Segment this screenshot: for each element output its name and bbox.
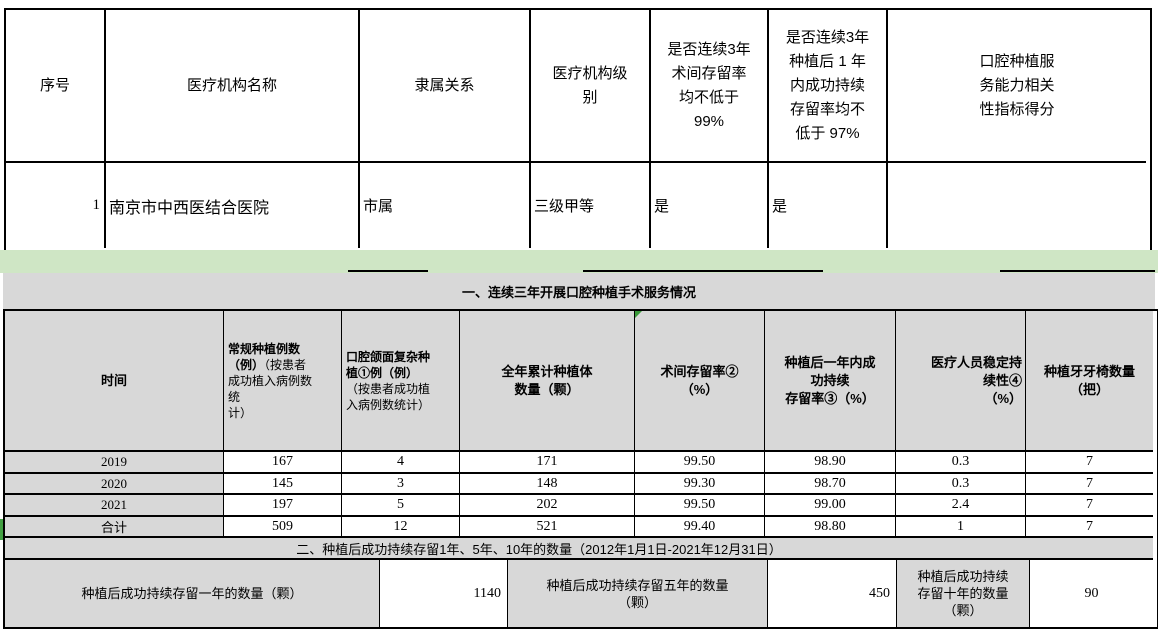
svc-cell-success[interactable]: 98.90 xyxy=(765,452,896,474)
institution-table: 序号 医疗机构名称 隶属关系 医疗机构级 别 是否连续3年 术间存留率 均不低于… xyxy=(4,8,1152,254)
section2-title: 二、种植后成功持续存留1年、5年、10年的数量（2012年1月1日-2021年1… xyxy=(5,538,1153,560)
top-header-serial: 序号 xyxy=(6,10,106,163)
svc-header-annual-implants: 全年累计种植体 数量（颗） xyxy=(460,311,635,452)
five-year-label: 种植后成功持续存留五年的数量 （颗） xyxy=(508,560,768,627)
svc-cell-stability[interactable]: 0.3 xyxy=(896,452,1026,474)
one-year-label: 种植后成功持续存留一年的数量（颗） xyxy=(5,560,380,627)
cell-success-97[interactable]: 是 xyxy=(769,163,888,248)
svc-header-chairs: 种植牙牙椅数量 （把） xyxy=(1026,311,1153,452)
svc-cell-chairs[interactable]: 7 xyxy=(1026,495,1153,517)
svc-cell-success[interactable]: 98.70 xyxy=(765,474,896,495)
svc-cell-retention[interactable]: 99.50 xyxy=(635,495,765,517)
svc-cell-stability[interactable]: 0.3 xyxy=(896,474,1026,495)
svc-cell-success[interactable]: 98.80 xyxy=(765,517,896,538)
svc-cell-success[interactable]: 99.00 xyxy=(765,495,896,517)
svc-cell-regular[interactable]: 197 xyxy=(224,495,342,517)
cell-institution-name[interactable]: 南京市中西医结合医院 xyxy=(106,163,360,248)
section1-title: 一、连续三年开展口腔种植手术服务情况 xyxy=(3,273,1155,309)
svc-cell-total[interactable]: 202 xyxy=(460,495,635,517)
svc-header-success-rate: 种植后一年内成 功持续 存留率③（%） xyxy=(765,311,896,452)
top-header-affiliation: 隶属关系 xyxy=(360,10,531,163)
svc-cell-stability[interactable]: 2.4 xyxy=(896,495,1026,517)
svc-cell-chairs[interactable]: 7 xyxy=(1026,474,1153,495)
border-segment xyxy=(583,270,823,272)
border-segment xyxy=(1000,270,1155,272)
retention-counts-row: 种植后成功持续存留一年的数量（颗） 1140 种植后成功持续存留五年的数量 （颗… xyxy=(5,560,1153,627)
svc-header-complex-cases: 口腔颌面复杂种 植①例（例） （按患者成功植 入病例数统计） xyxy=(342,311,460,452)
svc-cell-total-label[interactable]: 合计 xyxy=(5,517,224,538)
svc-cell-stability[interactable]: 1 xyxy=(896,517,1026,538)
svc-cell-chairs[interactable]: 7 xyxy=(1026,517,1153,538)
top-header-institution-name: 医疗机构名称 xyxy=(106,10,360,163)
cell-retention-99[interactable]: 是 xyxy=(651,163,769,248)
green-band xyxy=(0,250,1158,273)
row-marker xyxy=(0,519,3,540)
service-table: 时间 常规种植例数 （例）（按患者 成功植入病例数 统 计） 口腔颌面复杂种 植… xyxy=(3,309,1158,629)
svc-cell-year[interactable]: 2020 xyxy=(5,474,224,495)
five-year-value[interactable]: 450 xyxy=(768,560,897,627)
svc-cell-year[interactable]: 2019 xyxy=(5,452,224,474)
cell-affiliation[interactable]: 市属 xyxy=(360,163,531,248)
svc-cell-complex[interactable]: 4 xyxy=(342,452,460,474)
svc-cell-regular[interactable]: 167 xyxy=(224,452,342,474)
svc-cell-year[interactable]: 2021 xyxy=(5,495,224,517)
svc-cell-regular[interactable]: 145 xyxy=(224,474,342,495)
one-year-value[interactable]: 1140 xyxy=(380,560,508,627)
svc-cell-retention[interactable]: 99.50 xyxy=(635,452,765,474)
cell-serial[interactable]: 1 xyxy=(6,163,106,248)
cell-level[interactable]: 三级甲等 xyxy=(531,163,651,248)
top-header-score: 口腔种植服 务能力相关 性指标得分 xyxy=(888,10,1146,163)
svc-cell-complex[interactable]: 5 xyxy=(342,495,460,517)
svc-cell-total[interactable]: 171 xyxy=(460,452,635,474)
top-header-retention-99: 是否连续3年 术间存留率 均不低于 99% xyxy=(651,10,769,163)
top-header-level: 医疗机构级 别 xyxy=(531,10,651,163)
svc-cell-regular[interactable]: 509 xyxy=(224,517,342,538)
svc-cell-retention[interactable]: 99.40 xyxy=(635,517,765,538)
border-segment xyxy=(348,270,428,272)
top-header-success-97: 是否连续3年 种植后 1 年 内成功持续 存留率均不 低于 97% xyxy=(769,10,888,163)
svc-cell-complex[interactable]: 3 xyxy=(342,474,460,495)
cell-score[interactable] xyxy=(888,163,1146,248)
svc-cell-chairs[interactable]: 7 xyxy=(1026,452,1153,474)
svc-header-regular-cases: 常规种植例数 （例）（按患者 成功植入病例数 统 计） xyxy=(224,311,342,452)
svc-header-time: 时间 xyxy=(5,311,224,452)
svc-header-staff-stability: 医疗人员稳定持 续性④ （%） xyxy=(896,311,1026,452)
svc-cell-total[interactable]: 148 xyxy=(460,474,635,495)
ten-year-label: 种植后成功持续 存留十年的数量 （颗） xyxy=(897,560,1030,627)
svc-cell-retention[interactable]: 99.30 xyxy=(635,474,765,495)
svc-cell-total[interactable]: 521 xyxy=(460,517,635,538)
svc-header-retention-rate: 术间存留率② （%） xyxy=(635,311,765,452)
svc-cell-complex[interactable]: 12 xyxy=(342,517,460,538)
ten-year-value[interactable]: 90 xyxy=(1084,585,1099,601)
comment-triangle-icon xyxy=(635,311,642,318)
